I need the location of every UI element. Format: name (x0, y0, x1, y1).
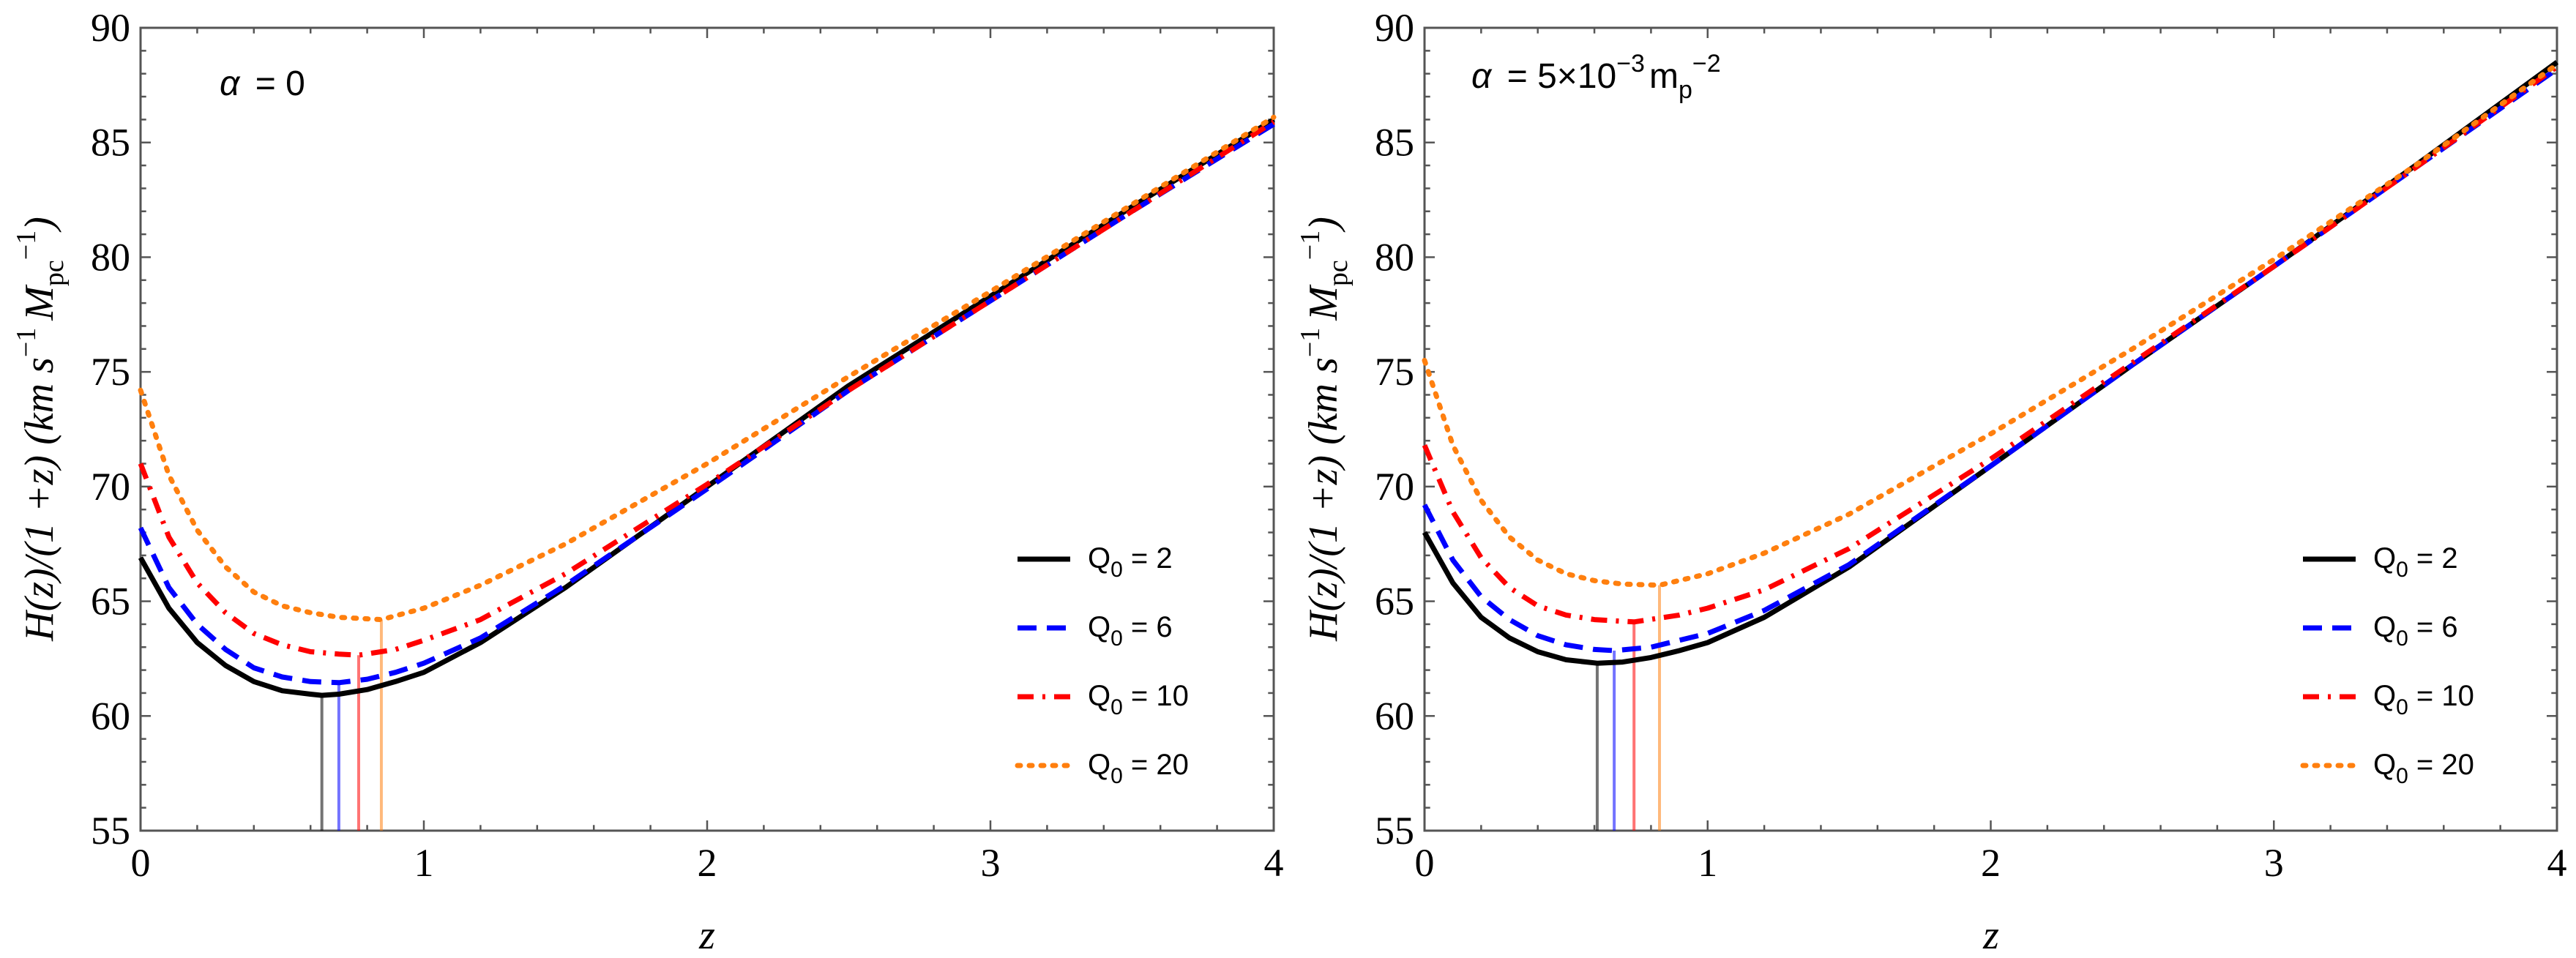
right-chart-panel: 0 1 2 3 4 55 60 65 70 75 80 85 90 α = 5×10−3 mp−2 Q0 … (1295, 6, 2567, 958)
series-line-2 (138, 119, 1275, 658)
y-tick-label: 85 (91, 121, 130, 165)
x-axis-label: z (698, 913, 715, 958)
y-axis-label: H(z)/(1 +z) (km s−1Mpc−1) (11, 217, 70, 642)
y-tick-label: 75 (91, 350, 130, 394)
series-line-0 (138, 117, 1275, 698)
series-line-3 (1422, 61, 2560, 588)
y-tick-label: 55 (1375, 809, 1414, 853)
legend: Q0 = 2 Q0 = 6 Q0 = 10 Q0 = 20 (2300, 542, 2474, 788)
y-tick-label: 90 (91, 6, 130, 50)
x-tick-label: 1 (414, 841, 434, 885)
alpha-annotation: α = 5×10−3 mp−2 (1471, 50, 1721, 104)
y-axis-label: H(z)/(1 +z) (km s−1Mpc−1) (1295, 217, 1354, 642)
y-tick-label: 60 (1375, 694, 1414, 738)
y-tick-label: 70 (1375, 465, 1414, 509)
x-axis-label: z (1982, 913, 1999, 958)
legend-entry: Q0 = 10 (2373, 680, 2474, 719)
series-line-1 (138, 121, 1275, 686)
x-tick-label: 0 (1415, 841, 1435, 885)
legend-entry: Q0 = 2 (2373, 542, 2458, 582)
x-tick-label: 3 (2264, 841, 2284, 885)
series-line-2 (1422, 64, 2559, 625)
legend-entry: Q0 = 20 (2373, 749, 2474, 788)
x-tick-label: 3 (981, 841, 1001, 885)
legend-entry: Q0 = 2 (1088, 542, 1173, 582)
legend-entry: Q0 = 6 (2373, 611, 2458, 651)
x-tick-label: 4 (1264, 841, 1284, 885)
y-tick-label: 65 (91, 580, 130, 624)
y-tick-label: 85 (1375, 121, 1414, 165)
y-tick-label: 60 (91, 694, 130, 738)
curves (138, 114, 1277, 831)
curves (1422, 60, 2560, 831)
y-tick-label: 65 (1375, 580, 1414, 624)
y-tick-label: 80 (1375, 235, 1414, 279)
y-tick-label: 70 (91, 465, 130, 509)
axis-ticks: 0 1 2 3 4 55 60 65 70 75 80 85 90 (91, 6, 1284, 885)
x-tick-label: 4 (2547, 841, 2567, 885)
legend-entry: Q0 = 10 (1088, 680, 1189, 719)
x-tick-label: 2 (1981, 841, 2001, 885)
y-tick-label: 55 (91, 809, 130, 853)
axis-ticks: 0 1 2 3 4 55 60 65 70 75 80 85 90 (1375, 6, 2567, 885)
x-tick-label: 2 (698, 841, 717, 885)
left-chart-panel: 0 1 2 3 4 55 60 65 70 75 80 85 90 α = 0 Q0 = 2 Q0 = 6… (11, 6, 1284, 958)
y-tick-label: 90 (1375, 6, 1414, 50)
x-tick-label: 1 (1698, 841, 1717, 885)
legend-entry: Q0 = 6 (1088, 611, 1173, 651)
y-tick-label: 80 (91, 235, 130, 279)
alpha-annotation: α = 0 (220, 64, 305, 103)
x-tick-label: 0 (131, 841, 151, 885)
series-line-3 (138, 114, 1277, 623)
y-tick-label: 75 (1375, 350, 1414, 394)
legend-entry: Q0 = 20 (1088, 749, 1189, 788)
legend: Q0 = 2 Q0 = 6 Q0 = 10 Q0 = 20 (1015, 542, 1189, 788)
